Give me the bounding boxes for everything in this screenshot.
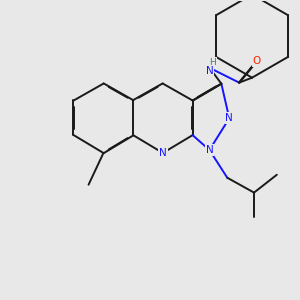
Text: N: N (225, 113, 233, 123)
Text: O: O (253, 56, 261, 66)
Text: N: N (206, 66, 213, 76)
Text: N: N (206, 145, 213, 155)
Text: N: N (159, 148, 167, 158)
Text: H: H (209, 58, 216, 67)
